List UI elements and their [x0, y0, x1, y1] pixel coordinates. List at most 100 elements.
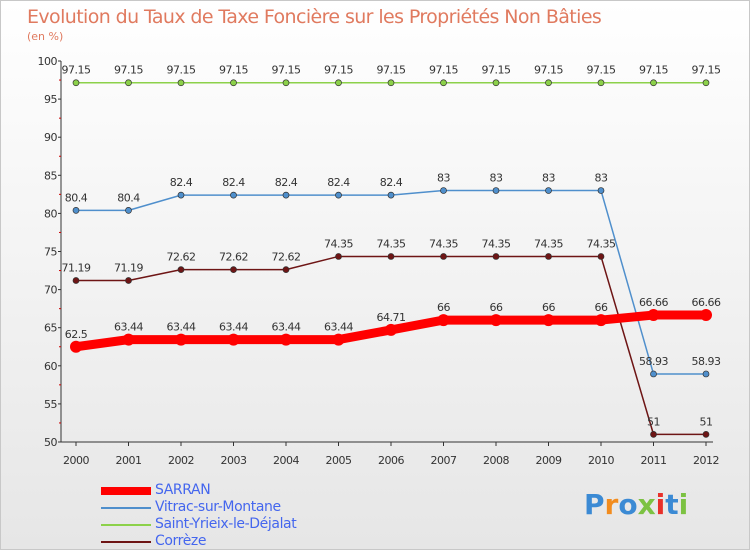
legend-label-sarran: SARRAN — [155, 482, 211, 498]
point-vitrac — [125, 207, 132, 214]
logo-letter: o — [618, 488, 638, 521]
y-tick-label: 70 — [44, 284, 57, 297]
point-sarran — [542, 314, 555, 327]
data-label-correze: 71.19 — [114, 262, 143, 275]
logo-letter: r — [604, 488, 619, 521]
data-label-vitrac: 82.4 — [222, 176, 245, 189]
point-vitrac — [440, 187, 447, 194]
point-saint — [702, 79, 710, 87]
x-tick-label: 2006 — [378, 454, 404, 467]
point-saint — [72, 79, 80, 87]
point-saint — [177, 79, 185, 87]
point-correze — [72, 277, 80, 284]
x-tick-label: 2012 — [693, 454, 719, 467]
data-label-sarran: 66 — [437, 301, 450, 314]
point-saint — [650, 79, 657, 87]
data-label-sarran: 64.71 — [377, 311, 406, 324]
legend-swatch-sarran — [101, 487, 151, 495]
x-tick-label: 2002 — [168, 454, 194, 467]
point-sarran — [70, 340, 82, 353]
legend-swatch-saint — [101, 524, 151, 526]
data-label-vitrac: 83 — [437, 172, 450, 185]
logo-letter: i — [655, 488, 666, 521]
data-label-correze: 71.19 — [62, 262, 91, 275]
point-correze — [545, 253, 552, 260]
x-tick-label: 2009 — [536, 454, 562, 467]
x-tick-label: 2001 — [116, 454, 142, 467]
data-label-sarran: 66 — [595, 301, 608, 314]
x-tick-label: 2011 — [641, 454, 667, 467]
point-vitrac — [650, 370, 657, 378]
point-correze — [440, 253, 447, 260]
data-label-saint: 97.15 — [114, 64, 143, 77]
point-saint — [335, 79, 342, 87]
point-correze — [177, 266, 185, 273]
point-correze — [650, 431, 657, 438]
point-sarran — [227, 333, 240, 346]
y-tick-label: 60 — [44, 360, 57, 373]
point-correze — [282, 266, 290, 273]
legend-swatch-vitrac — [101, 507, 151, 509]
point-sarran — [647, 309, 660, 322]
data-label-sarran: 63.44 — [324, 321, 353, 334]
y-tick-label: 90 — [44, 131, 57, 144]
point-sarran — [122, 333, 135, 346]
x-tick-label: 2010 — [588, 454, 614, 467]
data-label-vitrac: 83 — [595, 172, 608, 185]
point-vitrac — [702, 370, 710, 378]
data-label-sarran: 63.44 — [114, 321, 143, 334]
point-vitrac — [492, 187, 500, 194]
data-label-correze: 72.62 — [167, 251, 196, 264]
point-sarran — [700, 309, 712, 322]
data-label-sarran: 66.66 — [692, 296, 721, 309]
data-label-sarran: 66 — [490, 301, 503, 314]
point-sarran — [437, 314, 450, 327]
data-label-saint: 97.15 — [219, 64, 248, 77]
point-vitrac — [387, 191, 395, 199]
x-tick-label: 2000 — [63, 454, 89, 467]
x-tick-label: 2004 — [273, 454, 299, 467]
point-correze — [125, 277, 132, 284]
legend-label-vitrac: Vitrac-sur-Montane — [155, 499, 281, 515]
data-label-sarran: 66 — [542, 301, 555, 314]
y-tick-label: 85 — [44, 169, 57, 182]
data-label-sarran: 62.5 — [65, 328, 88, 341]
y-tick-label: 75 — [44, 246, 57, 259]
x-tick-label: 2007 — [431, 454, 457, 467]
data-label-correze: 74.35 — [324, 237, 353, 250]
point-saint — [282, 79, 290, 87]
data-label-correze: 74.35 — [377, 237, 406, 250]
data-label-saint: 97.15 — [167, 64, 196, 77]
point-vitrac — [597, 187, 605, 194]
data-label-sarran: 66.66 — [639, 296, 668, 309]
point-correze — [597, 253, 605, 260]
data-label-vitrac: 83 — [490, 172, 503, 185]
data-label-vitrac: 82.4 — [380, 176, 403, 189]
point-correze — [492, 253, 500, 260]
data-label-sarran: 63.44 — [219, 321, 248, 334]
y-tick-label: 50 — [44, 436, 57, 449]
data-label-correze: 51 — [647, 415, 660, 428]
data-label-saint: 97.15 — [587, 64, 616, 77]
data-label-saint: 97.15 — [692, 64, 721, 77]
point-saint — [440, 79, 447, 87]
data-label-sarran: 63.44 — [272, 321, 301, 334]
data-label-correze: 51 — [700, 415, 713, 428]
point-vitrac — [72, 207, 80, 214]
point-saint — [387, 79, 395, 87]
data-label-saint: 97.15 — [534, 64, 563, 77]
x-tick-label: 2003 — [221, 454, 247, 467]
point-sarran — [490, 314, 502, 327]
logo-letter: t — [665, 488, 679, 521]
data-label-vitrac: 82.4 — [275, 176, 298, 189]
point-vitrac — [545, 187, 552, 194]
point-saint — [230, 79, 237, 87]
y-tick-label: 95 — [44, 93, 57, 106]
data-label-vitrac: 58.93 — [692, 355, 721, 368]
data-label-saint: 97.15 — [482, 64, 511, 77]
legend-label-correze: Corrèze — [155, 533, 207, 549]
data-label-vitrac: 82.4 — [327, 176, 350, 189]
y-tick-label: 65 — [44, 322, 57, 335]
logo-letter: P — [584, 488, 605, 521]
